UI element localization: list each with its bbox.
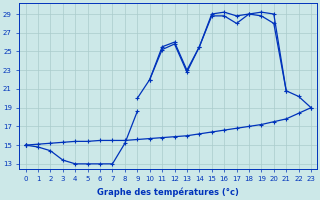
X-axis label: Graphe des températures (°c): Graphe des températures (°c) [97,188,239,197]
